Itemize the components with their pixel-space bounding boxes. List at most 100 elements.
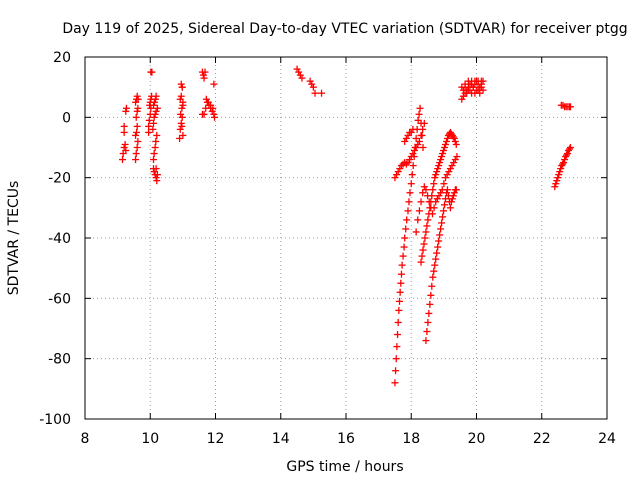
data-point [145, 116, 153, 124]
data-point [403, 216, 411, 224]
data-point [396, 297, 404, 305]
data-point [391, 379, 399, 387]
data-point [309, 83, 317, 91]
data-point [422, 337, 430, 345]
series-c15 [551, 144, 574, 191]
data-point [445, 168, 453, 176]
data-point [407, 180, 415, 188]
data-point [420, 183, 428, 191]
data-point [417, 198, 425, 206]
series-c5 [176, 80, 187, 142]
series-c7 [293, 65, 326, 97]
data-point [393, 171, 401, 179]
x-tick-label: 20 [468, 431, 486, 447]
data-point [150, 156, 158, 164]
data-point [424, 318, 432, 326]
data-point [200, 110, 208, 118]
data-point [392, 367, 400, 375]
x-tick-labels: 8 10 12 14 16 18 20 22 24 [81, 431, 616, 447]
data-point [150, 113, 158, 121]
data-point [134, 104, 142, 112]
data-point [150, 98, 158, 106]
data-point [397, 162, 405, 170]
data-point [153, 104, 161, 112]
x-tick-label: 14 [272, 431, 290, 447]
series-c12 [422, 186, 460, 345]
data-point [564, 150, 572, 158]
data-point [393, 343, 401, 351]
data-point [411, 147, 419, 155]
data-point [453, 153, 461, 161]
data-point [412, 134, 420, 142]
y-axis-label: SDTVAR / TECUs [6, 181, 22, 296]
y-tick-label: 20 [53, 50, 71, 66]
data-point [430, 204, 438, 212]
data-point [431, 174, 439, 182]
y-tick-label: -80 [48, 352, 71, 368]
data-point [441, 201, 449, 209]
data-point [565, 145, 573, 153]
data-point [153, 131, 161, 139]
data-point [402, 225, 410, 233]
data-point [437, 189, 445, 197]
data-point [561, 156, 569, 164]
data-point [132, 131, 140, 139]
data-point [132, 156, 140, 164]
data-point [431, 261, 439, 269]
data-point [414, 140, 422, 148]
data-point [436, 159, 444, 167]
data-point [452, 140, 460, 148]
data-point [464, 86, 472, 94]
data-point [210, 80, 218, 88]
data-point [440, 180, 448, 188]
data-point [152, 137, 160, 145]
data-point [120, 122, 128, 130]
series-c8 [391, 104, 427, 387]
data-point [399, 252, 407, 260]
x-tick-label: 16 [337, 431, 355, 447]
data-point [296, 71, 304, 79]
data-point [415, 110, 423, 118]
data-point [398, 261, 406, 269]
data-point [404, 131, 412, 139]
data-point [437, 225, 445, 233]
data-point [428, 282, 436, 290]
data-point [407, 153, 415, 161]
data-point [428, 210, 436, 218]
data-point [177, 92, 185, 100]
data-point [177, 80, 185, 88]
data-point [394, 168, 402, 176]
data-point [443, 171, 451, 179]
data-point [405, 198, 413, 206]
data-point [560, 159, 568, 167]
data-point [408, 171, 416, 179]
data-point [148, 68, 156, 76]
data-point [566, 103, 574, 111]
data-point [134, 137, 142, 145]
data-point [442, 174, 450, 182]
series-c14 [557, 101, 574, 111]
data-point [402, 134, 410, 142]
data-point [432, 198, 440, 206]
series-c2 [132, 92, 142, 164]
x-tick-label: 8 [81, 431, 90, 447]
data-point [177, 119, 185, 127]
data-point [151, 95, 159, 103]
data-point [176, 95, 184, 103]
y-tick-label: -60 [48, 291, 71, 307]
data-point [429, 186, 437, 194]
data-point [134, 95, 142, 103]
series-c4 [149, 92, 161, 185]
data-point [448, 195, 456, 203]
data-point [441, 144, 449, 151]
data-point [149, 125, 157, 133]
data-point [396, 288, 404, 296]
data-point [401, 137, 409, 145]
data-point [150, 101, 158, 109]
data-point [412, 228, 420, 236]
data-point [424, 216, 432, 224]
data-point [451, 137, 459, 145]
data-point [566, 144, 574, 151]
data-point [422, 228, 430, 236]
data-point [306, 77, 314, 85]
